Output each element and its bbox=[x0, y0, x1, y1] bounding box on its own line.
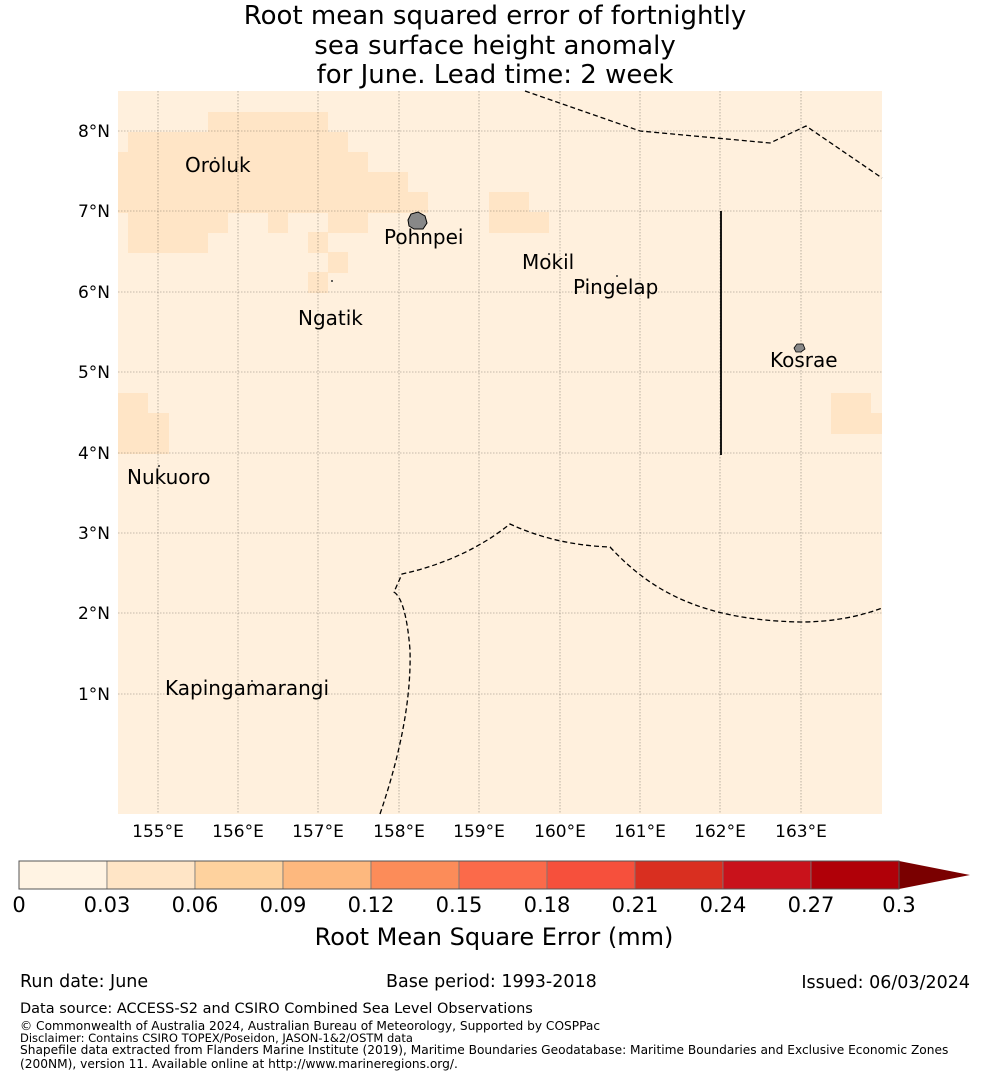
lon-tick: 158°E bbox=[373, 822, 425, 842]
colorbar-extend-arrow bbox=[899, 861, 970, 889]
colorbar-bin bbox=[106, 860, 196, 890]
place-label-pingelap: Pingelap bbox=[573, 275, 658, 299]
title-line-2: sea surface height anomaly bbox=[314, 30, 676, 61]
colorbar-bin bbox=[458, 860, 548, 890]
colorbar: 0 0.03 0.06 0.09 0.12 0.15 0.18 0.21 0.2… bbox=[12, 860, 970, 951]
map-title: Root mean squared error of fortnightly s… bbox=[0, 1, 990, 91]
lat-tick-labels: 8°N 7°N 6°N 5°N 4°N 3°N 2°N 1°N bbox=[78, 122, 110, 705]
lat-tick: 8°N bbox=[78, 122, 110, 142]
colorbar-bin bbox=[18, 860, 108, 890]
issued-date: Issued: 06/03/2024 bbox=[801, 973, 970, 993]
shapefile-line-2: (200NM), version 11. Available online at… bbox=[20, 1057, 458, 1071]
colorbar-tick: 0.24 bbox=[700, 893, 747, 917]
lat-tick: 3°N bbox=[78, 524, 110, 544]
place-label-mokil: Mokil bbox=[522, 250, 574, 274]
gridlines bbox=[118, 91, 882, 814]
colorbar-bin bbox=[370, 860, 460, 890]
lat-tick: 2°N bbox=[78, 604, 110, 624]
colorbar-tick: 0.15 bbox=[436, 893, 483, 917]
atoll-dots bbox=[158, 157, 618, 682]
colorbar-bin bbox=[634, 860, 724, 890]
pohnpei-island bbox=[407, 211, 428, 230]
lon-tick: 160°E bbox=[534, 822, 586, 842]
title-line-3: for June. Lead time: 2 week bbox=[316, 60, 674, 90]
lon-tick: 163°E bbox=[775, 822, 827, 842]
colorbar-bin bbox=[810, 860, 900, 890]
place-label-kapingamarangi: Kapingamarangi bbox=[165, 676, 329, 700]
rmse-cells-bin1 bbox=[118, 112, 882, 454]
colorbar-bin bbox=[722, 860, 812, 890]
lon-tick: 155°E bbox=[132, 822, 184, 842]
colorbar-bin bbox=[194, 860, 284, 890]
place-label-kosrae: Kosrae bbox=[770, 348, 838, 372]
colorbar-tick: 0.21 bbox=[612, 893, 659, 917]
run-date: Run date: June bbox=[20, 972, 149, 992]
lat-tick: 5°N bbox=[78, 363, 110, 383]
place-label-pohnpei: Pohnpei bbox=[384, 225, 464, 249]
place-label-nukuoro: Nukuoro bbox=[127, 465, 211, 489]
colorbar-tick: 0.06 bbox=[172, 893, 219, 917]
disclaimer-line: Disclaimer: Contains CSIRO TOPEX/Poseido… bbox=[20, 1031, 413, 1045]
lat-tick: 1°N bbox=[78, 685, 110, 705]
colorbar-tick: 0.12 bbox=[348, 893, 395, 917]
base-period: Base period: 1993-2018 bbox=[386, 972, 597, 992]
place-label-oroluk: Oroluk bbox=[185, 153, 251, 177]
colorbar-title: Root Mean Square Error (mm) bbox=[315, 923, 674, 951]
colorbar-tick: 0 bbox=[12, 893, 25, 917]
colorbar-tick: 0.18 bbox=[524, 893, 571, 917]
eez-boundaries bbox=[379, 90, 883, 815]
lon-tick: 159°E bbox=[453, 822, 505, 842]
colorbar-outline bbox=[18, 860, 900, 890]
lon-tick: 157°E bbox=[292, 822, 344, 842]
lon-tick-labels: 155°E 156°E 157°E 158°E 159°E 160°E 161°… bbox=[132, 822, 827, 842]
colorbar-tick: 0.27 bbox=[788, 893, 835, 917]
shapefile-line-1: Shapefile data extracted from Flanders M… bbox=[20, 1043, 949, 1057]
colorbar-bin bbox=[282, 860, 372, 890]
place-label-ngatik: Ngatik bbox=[298, 306, 363, 330]
lon-tick: 162°E bbox=[694, 822, 746, 842]
lat-tick: 6°N bbox=[78, 283, 110, 303]
title-line-1: Root mean squared error of fortnightly bbox=[243, 1, 747, 31]
colorbar-tick: 0.03 bbox=[84, 893, 131, 917]
lon-tick: 156°E bbox=[212, 822, 264, 842]
lon-tick: 161°E bbox=[614, 822, 666, 842]
place-labels: Oroluk Pohnpei Mokil Pingelap Ngatik Kos… bbox=[127, 153, 838, 700]
colorbar-tick: 0.09 bbox=[260, 893, 307, 917]
lat-tick: 4°N bbox=[78, 444, 110, 464]
data-source: Data source: ACCESS-S2 and CSIRO Combine… bbox=[20, 1001, 533, 1017]
colorbar-bin bbox=[546, 860, 636, 890]
lat-tick: 7°N bbox=[78, 202, 110, 222]
copyright-line: © Commonwealth of Australia 2024, Austra… bbox=[20, 1019, 601, 1033]
colorbar-tick: 0.3 bbox=[882, 893, 915, 917]
kosrae-island bbox=[793, 343, 806, 353]
